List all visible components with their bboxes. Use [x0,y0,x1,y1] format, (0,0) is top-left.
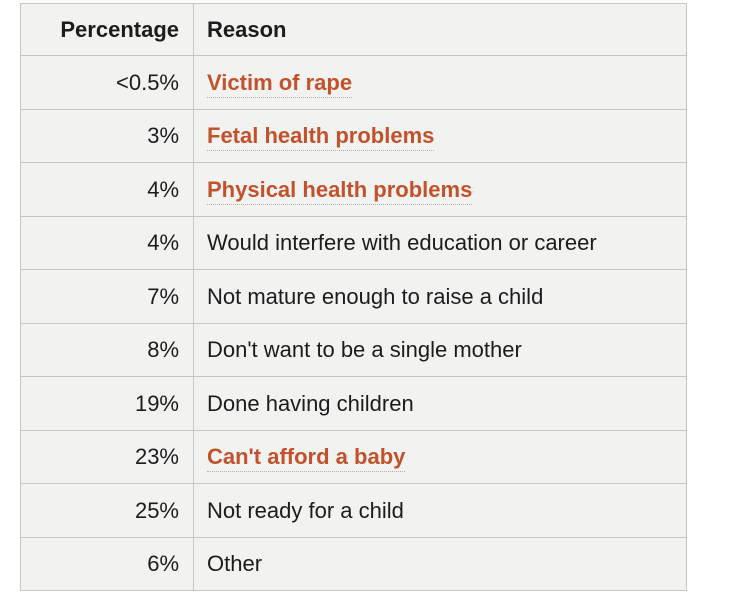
table-row: 19% Done having children [20,376,687,431]
table-body: <0.5% Victim of rape 3% Fetal health pro… [20,55,687,591]
percentage-cell: 4% [20,162,194,217]
percentage-column-header: Percentage [20,3,194,56]
reason-cell: Can't afford a baby [193,429,687,484]
reasons-table: Percentage Reason <0.5% Victim of rape 3… [20,3,687,591]
reason-cell: Other [193,536,687,591]
reason-cell: Fetal health problems [193,108,687,163]
table-row: <0.5% Victim of rape [20,55,687,110]
percentage-cell: 8% [20,322,194,377]
table-row: 8% Don't want to be a single mother [20,322,687,377]
table-row: 6% Other [20,536,687,591]
table-row: 4% Physical health problems [20,162,687,217]
reason-cell: Victim of rape [193,55,687,110]
percentage-cell: 6% [20,536,194,591]
percentage-cell: <0.5% [20,55,194,110]
percentage-cell: 4% [20,215,194,270]
table-row: 4% Would interfere with education or car… [20,215,687,270]
reason-link[interactable]: Fetal health problems [207,123,435,151]
reason-cell: Done having children [193,376,687,431]
table-row: 23% Can't afford a baby [20,429,687,484]
reason-cell: Don't want to be a single mother [193,322,687,377]
percentage-cell: 25% [20,483,194,538]
reason-cell: Would interfere with education or career [193,215,687,270]
reason-cell: Physical health problems [193,162,687,217]
percentage-cell: 7% [20,269,194,324]
reason-cell: Not ready for a child [193,483,687,538]
reason-link[interactable]: Physical health problems [207,176,473,205]
table-row: 7% Not mature enough to raise a child [20,269,687,324]
percentage-cell: 19% [20,376,194,431]
reason-cell: Not mature enough to raise a child [193,269,687,324]
reason-link[interactable]: Victim of rape [207,69,353,98]
reason-column-header: Reason [193,3,687,56]
table-row: 3% Fetal health problems [20,108,687,163]
reason-link[interactable]: Can't afford a baby [207,444,406,472]
percentage-cell: 23% [20,429,194,484]
table-row: 25% Not ready for a child [20,483,687,538]
percentage-cell: 3% [20,108,194,163]
header-row: Percentage Reason [20,3,687,56]
